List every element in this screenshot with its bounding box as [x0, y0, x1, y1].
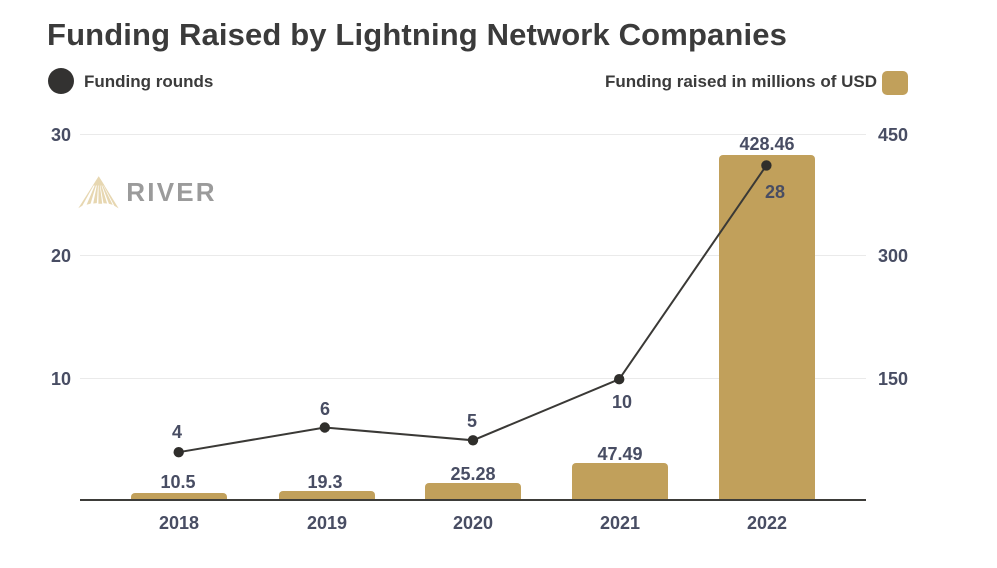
svg-text:RIVER: RIVER [126, 177, 216, 207]
